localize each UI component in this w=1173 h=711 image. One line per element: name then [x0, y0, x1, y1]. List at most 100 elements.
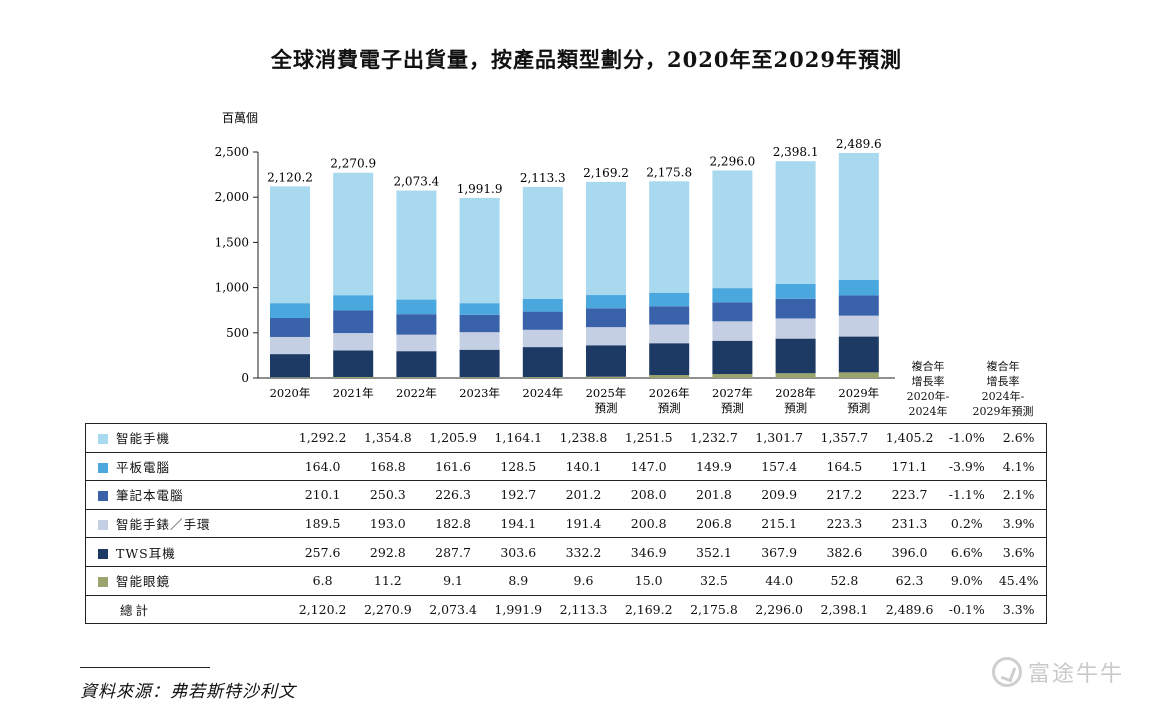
total-label-4: 2,113.3	[520, 171, 566, 185]
legend-cell: TWS耳機	[85, 537, 290, 567]
table-cell: 15.0	[616, 565, 682, 596]
bar-segment-4-4	[522, 298, 563, 312]
table-cell: 2,073.4	[420, 594, 486, 625]
table-cell: 217.2	[811, 480, 877, 510]
x-tick-label-2-0: 2022年	[396, 386, 437, 400]
cagr-header-line-1-2: 2024年-	[981, 390, 1025, 403]
table-cell: 2,270.9	[355, 594, 421, 625]
bar-segment-3-3	[459, 314, 500, 333]
table-cell: 209.9	[746, 480, 812, 510]
legend-cell: 筆記本電腦	[85, 480, 290, 510]
x-tick-label-6-0: 2026年	[649, 386, 690, 400]
y-tick-label-2500: 2,500	[215, 145, 249, 159]
legend-label: TWS耳機	[116, 545, 176, 561]
bar-segment-5-5	[586, 181, 626, 296]
bar-segment-2-6	[649, 324, 690, 344]
table-cell: 2,296.0	[746, 594, 812, 625]
bar-segment-5-8	[775, 161, 816, 284]
x-tick-label-0-0: 2020年	[270, 386, 311, 400]
cagr-cell: -1.0%	[942, 423, 992, 453]
cagr-header-line-1-1: 增長率	[986, 375, 1020, 388]
cagr-cell: 3.3%	[991, 594, 1048, 625]
bar-segment-0-1	[333, 376, 374, 378]
bar-segment-3-6	[649, 306, 690, 325]
bar-segment-1-3	[459, 349, 500, 378]
table-cell: 2,120.2	[290, 594, 356, 625]
cagr-cell: 4.1%	[991, 451, 1048, 482]
cagr-header-2020-2024: 複合年 增長率 2020年- 2024年	[888, 359, 968, 419]
table-cell: 1,251.5	[616, 423, 682, 453]
cagr-header-line-0-1: 增長率	[911, 375, 945, 388]
table-row: TWS耳機 257.6 292.8 287.7 303.6 332.2 346.9 352.1…	[85, 537, 1048, 567]
table-cell: 2,489.6	[876, 594, 943, 625]
table-cell: 44.0	[746, 565, 812, 596]
bar-segment-3-8	[775, 298, 816, 319]
table-cell: 9.6	[550, 565, 617, 596]
table-cell: 194.1	[485, 508, 551, 539]
legend-swatch	[98, 434, 108, 445]
bar-segment-4-7	[712, 288, 753, 303]
stacked-bar-chart: 百萬個 0 500 1,000 1,500 2,000 2,500 2,120.2 2020年 2…	[215, 111, 895, 415]
table-cell: 396.0	[876, 537, 943, 567]
table-cell: 367.9	[746, 537, 812, 567]
table-cell: 231.3	[876, 508, 943, 539]
bar-segment-4-9	[838, 279, 879, 296]
legend-label: 智能手錶／手環	[116, 517, 211, 533]
table-cell: 303.6	[485, 537, 551, 567]
table-row: 平板電腦 164.0 168.8 161.6 128.5 140.1 147.0 149.9 1…	[85, 451, 1048, 482]
total-label-7: 2,296.0	[709, 154, 755, 168]
bar-segment-5-7	[712, 170, 753, 289]
legend-cell: 平板電腦	[85, 451, 290, 482]
source-note: 資料來源：弗若斯特沙利文	[80, 682, 296, 702]
legend-label: 筆記本電腦	[116, 488, 184, 504]
total-label-5: 2,169.2	[583, 166, 629, 180]
table-cell: 140.1	[550, 451, 617, 482]
table-cell: 206.8	[681, 508, 747, 539]
table-cell: 1,301.7	[746, 423, 812, 453]
table-cell: 210.1	[290, 480, 356, 510]
table-cell: 287.7	[420, 537, 486, 567]
y-axis-unit-label: 百萬個	[222, 111, 258, 125]
bar-segment-1-0	[270, 354, 310, 378]
table-cell: 257.6	[290, 537, 356, 567]
table-cell: 11.2	[355, 565, 421, 596]
table-cell: 1,292.2	[290, 423, 356, 453]
table-cell: 192.7	[485, 480, 551, 510]
table-cell: 9.1	[420, 565, 486, 596]
legend-cell: 智能手錶／手環	[85, 508, 290, 539]
bar-segment-5-6	[649, 181, 690, 293]
table-cell: 161.6	[420, 451, 486, 482]
bar-segment-2-4	[522, 329, 563, 348]
x-tick-label-9-1: 預測	[847, 401, 870, 415]
bar-segment-3-5	[586, 308, 626, 328]
bar-segment-3-1	[333, 310, 374, 334]
bar-segment-2-2	[396, 334, 437, 352]
bar-segment-3-7	[712, 302, 753, 322]
bar-segment-1-4	[522, 347, 563, 378]
table-cell: 193.0	[355, 508, 421, 539]
cagr-cell: 6.6%	[942, 537, 992, 567]
x-tick-label-9-0: 2029年	[838, 386, 879, 400]
table-cell: 32.5	[681, 565, 747, 596]
cagr-cell: 0.2%	[942, 508, 992, 539]
table-cell: 1,238.8	[550, 423, 617, 453]
table-cell: 208.0	[616, 480, 682, 510]
bar-segment-5-3	[459, 197, 500, 304]
x-tick-label-1-0: 2021年	[333, 386, 374, 400]
legend-label: 智能眼鏡	[116, 574, 171, 590]
cagr-cell: 2.6%	[991, 423, 1048, 453]
bar-segment-4-2	[396, 299, 437, 315]
bar-segment-3-4	[522, 311, 563, 330]
bar-segment-4-1	[333, 295, 374, 311]
x-tick-label-7-0: 2027年	[712, 386, 753, 400]
table-row: 筆記本電腦 210.1 250.3 226.3 192.7 201.2 208.0 201.8…	[85, 480, 1048, 510]
table-cell: 149.9	[681, 451, 747, 482]
table-cell: 382.6	[811, 537, 877, 567]
bar-segment-0-8	[775, 373, 816, 378]
cagr-header-line-1-3: 2029年預測	[972, 405, 1034, 418]
bar-segment-2-8	[775, 318, 816, 339]
bar-segment-2-7	[712, 321, 753, 341]
table-cell: 8.9	[485, 565, 551, 596]
table-cell: 332.2	[550, 537, 617, 567]
bar-segment-2-1	[333, 333, 374, 351]
